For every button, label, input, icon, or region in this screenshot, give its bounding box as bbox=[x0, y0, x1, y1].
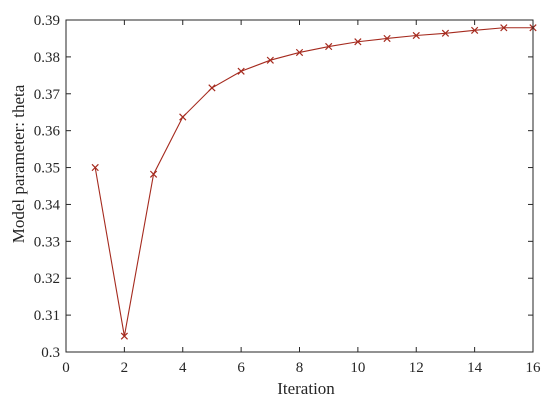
data-point bbox=[91, 163, 99, 172]
marker-stroke bbox=[208, 84, 216, 92]
plot-area bbox=[91, 24, 537, 340]
y-axis-label: Model parameter: theta bbox=[9, 84, 28, 243]
x-tick-label: 16 bbox=[526, 360, 542, 376]
y-tick-label: 0.37 bbox=[34, 87, 61, 103]
data-point bbox=[149, 170, 158, 178]
marker-stroke bbox=[295, 48, 304, 57]
x-tick-label: 6 bbox=[237, 360, 245, 376]
marker-stroke bbox=[179, 113, 187, 121]
x-tick-label: 4 bbox=[179, 360, 187, 376]
x-tick-label: 8 bbox=[296, 360, 304, 376]
data-point bbox=[266, 56, 274, 64]
data-point bbox=[441, 29, 450, 37]
y-tick-label: 0.35 bbox=[34, 161, 60, 177]
data-point bbox=[383, 34, 391, 43]
marker-stroke bbox=[500, 24, 508, 32]
x-tick-label: 2 bbox=[121, 360, 129, 376]
marker-stroke bbox=[383, 34, 391, 43]
data-point bbox=[295, 48, 304, 57]
data-point bbox=[179, 113, 187, 121]
data-point bbox=[208, 84, 216, 92]
marker-stroke bbox=[120, 332, 128, 340]
x-tick-label: 12 bbox=[409, 360, 424, 376]
axes: 0 2 4 6 8 10 12 14 16 0.3 0.31 0.32 0.33 0.34 0.35 0.36… bbox=[34, 13, 541, 376]
marker-stroke bbox=[354, 38, 362, 46]
marker-stroke bbox=[412, 31, 420, 40]
data-point bbox=[500, 24, 508, 32]
data-point bbox=[412, 31, 420, 40]
marker-stroke bbox=[325, 42, 333, 51]
data-point bbox=[237, 67, 245, 75]
x-tick-label: 14 bbox=[467, 360, 483, 376]
x-tick-label: 10 bbox=[350, 360, 365, 376]
y-tick-label: 0.32 bbox=[34, 271, 60, 287]
series-line bbox=[94, 27, 533, 337]
y-tick-label: 0.39 bbox=[34, 13, 60, 29]
marker-stroke bbox=[471, 26, 479, 34]
data-point bbox=[354, 38, 362, 46]
marker-stroke bbox=[237, 67, 245, 75]
axes-box bbox=[65, 19, 534, 353]
data-point bbox=[325, 42, 333, 51]
data-point bbox=[471, 26, 479, 34]
x-axis-label: Iteration bbox=[277, 379, 335, 398]
marker-stroke bbox=[149, 170, 158, 178]
marker-stroke bbox=[91, 163, 99, 172]
marker-stroke bbox=[441, 29, 450, 37]
y-tick-label: 0.33 bbox=[34, 234, 60, 250]
x-tick-label: 0 bbox=[62, 360, 70, 376]
y-tick-label: 0.34 bbox=[34, 197, 61, 213]
marker-stroke bbox=[266, 56, 274, 64]
y-tick-label: 0.31 bbox=[34, 308, 60, 324]
y-tick-label: 0.36 bbox=[34, 124, 61, 140]
data-point bbox=[120, 332, 128, 340]
y-tick-label: 0.3 bbox=[41, 345, 60, 361]
y-tick-label: 0.38 bbox=[34, 50, 60, 66]
